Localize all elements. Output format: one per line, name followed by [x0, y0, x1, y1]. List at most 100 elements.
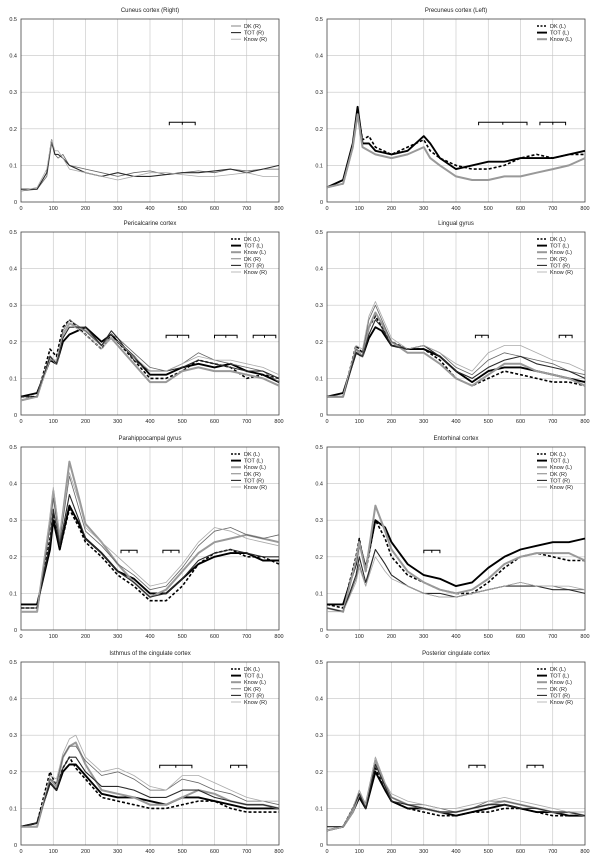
- legend-label: TOT (R): [244, 263, 264, 269]
- x-tick-label: 800: [274, 419, 283, 425]
- x-tick-label: 600: [210, 849, 219, 855]
- significance-bracket: [474, 334, 489, 339]
- x-tick-label: 300: [113, 634, 122, 640]
- x-tick-label: 800: [580, 634, 589, 640]
- chart-title: Isthmus of the cingulate cortex: [109, 651, 190, 657]
- y-tick-label: 0: [14, 200, 17, 206]
- x-tick-label: 400: [145, 849, 154, 855]
- series-line: [21, 741, 280, 828]
- chart-panel: Posterior cingulate cortex 0 100 200 300 400 5…: [315, 651, 589, 855]
- series-line: [21, 472, 280, 613]
- y-tick-label: 0.1: [9, 591, 17, 597]
- significance-bracket: [230, 764, 248, 769]
- chart-title: Parahippocampal gyrus: [118, 436, 181, 442]
- x-tick-label: 700: [242, 634, 251, 640]
- legend-label: Know (L): [244, 250, 266, 256]
- y-tick-label: 0.3: [9, 303, 17, 309]
- y-tick-label: 0.3: [315, 733, 323, 739]
- significance-bracket: [558, 334, 573, 339]
- significance-bracket: [214, 334, 238, 339]
- legend-label: TOT (L): [244, 674, 263, 680]
- series-line: [326, 756, 585, 831]
- x-tick-label: 400: [451, 206, 460, 212]
- legend-label: TOT (R): [244, 693, 264, 699]
- y-tick-label: 0.2: [9, 127, 17, 133]
- legend-label: DK (L): [550, 24, 566, 30]
- x-tick-label: 800: [580, 849, 589, 855]
- x-tick-label: 0: [325, 634, 328, 640]
- x-tick-label: 700: [242, 849, 251, 855]
- x-tick-label: 100: [49, 634, 58, 640]
- legend-label: TOT (R): [550, 263, 570, 269]
- y-tick-label: 0.5: [315, 660, 323, 666]
- x-tick-label: 300: [419, 206, 428, 212]
- significance-bracket: [468, 764, 486, 769]
- x-tick-label: 400: [145, 634, 154, 640]
- chart-panel: Parahippocampal gyrus 0 100 200 300 400 500 600…: [9, 436, 283, 640]
- y-tick-label: 0.2: [315, 555, 323, 561]
- legend-label: TOT (L): [244, 459, 263, 465]
- x-tick-label: 200: [387, 634, 396, 640]
- x-tick-label: 800: [580, 206, 589, 212]
- legend-label: TOT (R): [244, 31, 264, 37]
- x-tick-label: 100: [355, 206, 364, 212]
- y-tick-label: 0: [320, 628, 323, 634]
- y-tick-label: 0.5: [9, 660, 17, 666]
- x-tick-label: 300: [419, 634, 428, 640]
- legend-label: Know (L): [244, 680, 266, 686]
- x-tick-label: 700: [548, 206, 557, 212]
- series-line: [21, 460, 280, 613]
- x-tick-label: 100: [49, 419, 58, 425]
- x-tick-label: 400: [145, 206, 154, 212]
- series-line: [327, 556, 586, 613]
- x-tick-label: 300: [113, 849, 122, 855]
- legend-label: DK (L): [550, 452, 566, 458]
- x-tick-label: 600: [516, 206, 525, 212]
- chart-title: Pericalcarine cortex: [124, 221, 177, 227]
- x-tick-label: 0: [325, 849, 328, 855]
- legend-label: TOT (R): [550, 478, 570, 484]
- legend-label: TOT (L): [550, 31, 569, 37]
- y-tick-label: 0: [14, 413, 17, 419]
- significance-bracket: [162, 549, 180, 554]
- y-tick-label: 0.1: [315, 376, 323, 382]
- legend-label: TOT (L): [550, 459, 569, 465]
- y-tick-label: 0.2: [315, 127, 323, 133]
- legend-label: DK (L): [244, 667, 260, 673]
- x-tick-label: 600: [210, 206, 219, 212]
- legend-label: Know (L): [550, 250, 572, 256]
- x-tick-label: 200: [387, 206, 396, 212]
- chart-title: Entorhinal cortex: [433, 436, 478, 442]
- x-tick-label: 500: [178, 849, 187, 855]
- significance-bracket: [168, 121, 196, 126]
- y-tick-label: 0.3: [315, 518, 323, 524]
- y-tick-label: 0.3: [9, 90, 17, 96]
- legend-label: Know (L): [550, 680, 572, 686]
- y-tick-label: 0.4: [315, 697, 323, 703]
- x-tick-label: 600: [516, 849, 525, 855]
- y-tick-label: 0: [320, 413, 323, 419]
- plot-frame: [20, 231, 280, 416]
- series-line: [327, 315, 586, 398]
- y-tick-label: 0.5: [315, 17, 323, 23]
- legend-label: DK (L): [244, 237, 260, 243]
- x-tick-label: 400: [451, 634, 460, 640]
- legend-label: DK (R): [244, 687, 261, 693]
- y-tick-label: 0.1: [9, 163, 17, 169]
- chart-panel: Entorhinal cortex 0 100 200 300 400 500 600 700 8…: [315, 436, 589, 640]
- series-line: [21, 734, 279, 828]
- x-tick-label: 700: [548, 634, 557, 640]
- y-tick-label: 0.1: [9, 376, 17, 382]
- x-tick-label: 500: [484, 419, 493, 425]
- significance-bracket: [539, 121, 567, 126]
- significance-bracket: [252, 334, 277, 339]
- series-line: [21, 504, 279, 606]
- y-tick-label: 0.2: [315, 770, 323, 776]
- x-tick-label: 500: [178, 634, 187, 640]
- x-tick-label: 300: [419, 419, 428, 425]
- legend-label: DK (R): [550, 257, 567, 263]
- series-line: [327, 301, 586, 398]
- y-tick-label: 0.4: [9, 697, 17, 703]
- y-tick-label: 0.5: [315, 445, 323, 451]
